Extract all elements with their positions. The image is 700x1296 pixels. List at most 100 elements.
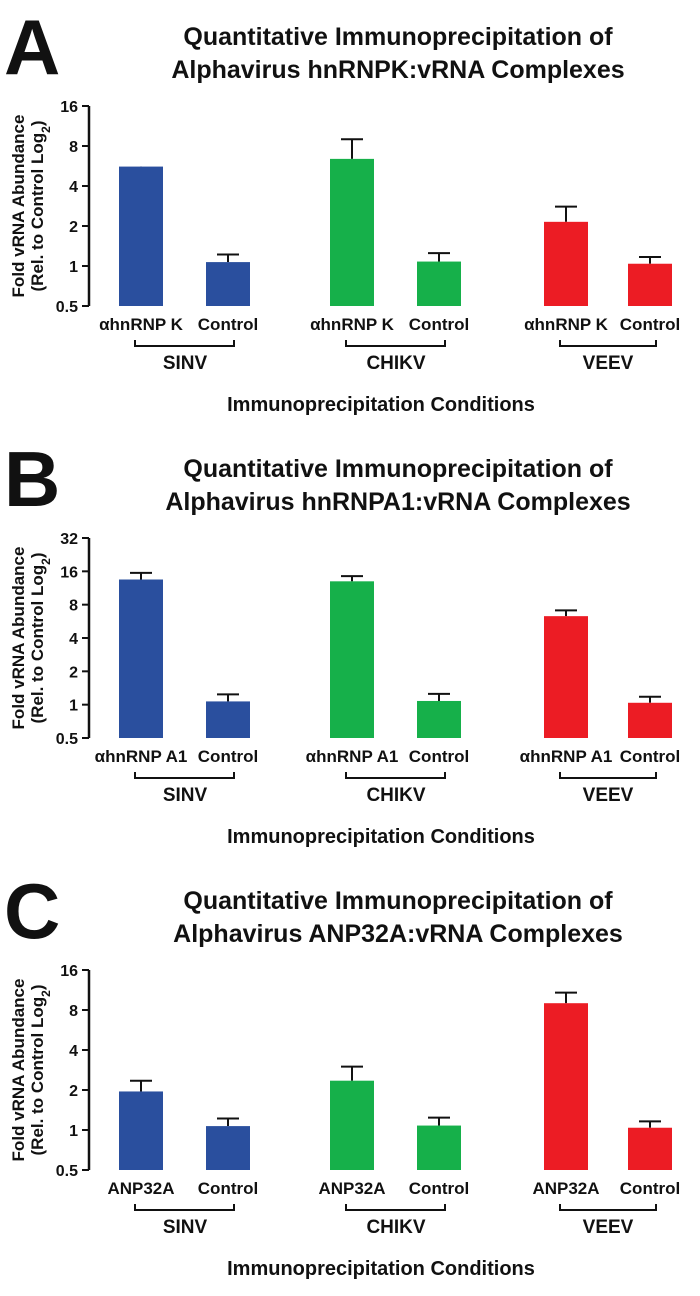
bar <box>628 702 672 738</box>
category-label: Control <box>198 747 258 766</box>
chart-title-line1: Quantitative Immunoprecipitation of <box>183 455 613 483</box>
panel-b: B Quantitative Immunoprecipitation of Alph… <box>0 432 700 864</box>
x-axis-label: Immunoprecipitation Conditions <box>227 394 535 416</box>
chart-title-line1: Quantitative Immunoprecipitation of <box>183 23 613 51</box>
x-axis-label: Immunoprecipitation Conditions <box>227 1258 535 1280</box>
group-bracket <box>134 340 235 347</box>
y-axis-label-close: ) <box>28 985 47 991</box>
y-tick-label: 0.5 <box>56 731 78 748</box>
y-axis-label: Fold vRNA Abundance (Rel. to Control Log2… <box>9 547 53 730</box>
chart-title-line2: Alphavirus hnRNPA1:vRNA Complexes <box>165 488 630 516</box>
y-tick-label: 16 <box>60 99 78 116</box>
bar-chart-c: C Quantitative Immunoprecipitation of Alph… <box>4 867 680 1280</box>
group-bracket <box>345 1204 446 1211</box>
bar <box>330 581 374 738</box>
bar <box>628 1127 672 1170</box>
group-label: VEEV <box>583 785 634 806</box>
y-axis-label-text: (Rel. to Control Log <box>28 133 47 292</box>
group-label: CHIKV <box>366 785 425 806</box>
category-label: Control <box>198 315 258 334</box>
group-bracket <box>134 772 235 779</box>
bar <box>206 1126 250 1170</box>
x-axis-label: Immunoprecipitation Conditions <box>227 826 535 848</box>
bar <box>119 166 163 306</box>
panel-label: B <box>4 435 60 523</box>
y-tick-label: 4 <box>69 1043 78 1060</box>
y-axis-label-subscript: 2 <box>39 990 53 997</box>
category-label: Control <box>409 315 469 334</box>
bar <box>544 616 588 738</box>
y-tick-label: 1 <box>69 1123 78 1140</box>
chart-title-line2: Alphavirus hnRNPK:vRNA Complexes <box>171 56 624 84</box>
y-axis-label-close: ) <box>28 121 47 127</box>
category-label: Control <box>198 1179 258 1198</box>
bar <box>544 221 588 306</box>
group-bracket <box>134 1204 235 1211</box>
panel-label: C <box>4 867 60 955</box>
group-bracket <box>559 340 657 347</box>
y-axis-label-line1: Fold vRNA Abundance <box>9 547 28 730</box>
y-tick-label: 8 <box>69 139 78 156</box>
y-tick-label: 8 <box>69 598 78 615</box>
bar <box>417 1125 461 1170</box>
y-axis-label: Fold vRNA Abundance (Rel. to Control Log2… <box>9 979 53 1162</box>
group-bracket <box>345 772 446 779</box>
y-tick-label: 4 <box>69 179 78 196</box>
group-bracket <box>345 340 446 347</box>
y-tick-label: 0.5 <box>56 299 78 316</box>
y-axis-label-subscript: 2 <box>39 126 53 133</box>
category-label: αhnRNP A1 <box>95 747 188 766</box>
chart-title-line1: Quantitative Immunoprecipitation of <box>183 887 613 915</box>
y-axis-label-line1: Fold vRNA Abundance <box>9 979 28 1162</box>
y-tick-label: 16 <box>60 963 78 980</box>
category-label: Control <box>620 747 680 766</box>
group-bracket <box>559 1204 657 1211</box>
bar <box>544 1003 588 1170</box>
group-label: CHIKV <box>366 1217 425 1238</box>
category-label: ANP32A <box>318 1179 385 1198</box>
category-label: αhnRNP K <box>99 315 184 334</box>
chart-title-line2: Alphavirus ANP32A:vRNA Complexes <box>173 920 623 948</box>
bar <box>119 579 163 738</box>
bar <box>330 158 374 306</box>
category-label: αhnRNP A1 <box>306 747 399 766</box>
category-label: Control <box>620 315 680 334</box>
category-label: ANP32A <box>532 1179 599 1198</box>
category-label: Control <box>620 1179 680 1198</box>
bar <box>628 263 672 306</box>
y-axis-label-line1: Fold vRNA Abundance <box>9 115 28 298</box>
group-label: CHIKV <box>366 353 425 374</box>
y-tick-label: 1 <box>69 698 78 715</box>
panel-label: A <box>4 3 60 91</box>
y-axis-label-line2: (Rel. to Control Log2) <box>28 121 53 292</box>
y-axis-label-text: (Rel. to Control Log <box>28 565 47 724</box>
group-label: SINV <box>163 1217 208 1238</box>
y-axis-label-line2: (Rel. to Control Log2) <box>28 985 53 1156</box>
bar <box>206 262 250 306</box>
y-tick-label: 8 <box>69 1003 78 1020</box>
bar-chart-a: A Quantitative Immunoprecipitation of Alph… <box>4 3 680 416</box>
y-tick-label: 2 <box>69 1083 78 1100</box>
y-tick-label: 16 <box>60 564 78 581</box>
group-label: VEEV <box>583 1217 634 1238</box>
group-label: VEEV <box>583 353 634 374</box>
bar <box>330 1080 374 1170</box>
category-label: αhnRNP K <box>524 315 609 334</box>
y-axis-label-subscript: 2 <box>39 558 53 565</box>
category-label: Control <box>409 747 469 766</box>
y-tick-label: 1 <box>69 259 78 276</box>
category-label: αhnRNP K <box>310 315 395 334</box>
bar <box>119 1091 163 1170</box>
y-tick-label: 2 <box>69 219 78 236</box>
group-label: SINV <box>163 785 208 806</box>
bar <box>206 701 250 738</box>
category-label: Control <box>409 1179 469 1198</box>
y-axis-label-text: (Rel. to Control Log <box>28 997 47 1156</box>
y-tick-label: 0.5 <box>56 1163 78 1180</box>
group-label: SINV <box>163 353 208 374</box>
bar <box>417 261 461 306</box>
category-label: ANP32A <box>107 1179 174 1198</box>
y-axis-label-line2: (Rel. to Control Log2) <box>28 553 53 724</box>
group-bracket <box>559 772 657 779</box>
bar <box>417 700 461 738</box>
